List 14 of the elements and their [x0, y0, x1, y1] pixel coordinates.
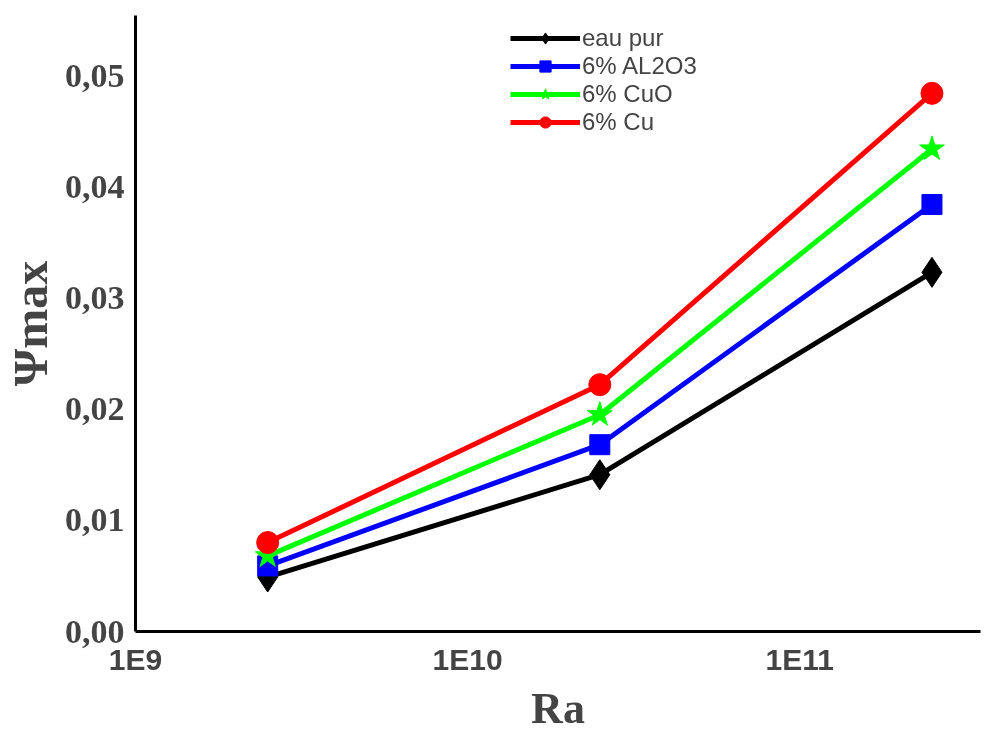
legend-label: 6% Cu	[582, 108, 655, 136]
y-tick-label: 0,05	[65, 56, 125, 94]
legend-label: 6% AL2O3	[582, 52, 697, 80]
x-tick-label: 1E10	[432, 642, 503, 676]
legend-label: 6% CuO	[582, 80, 673, 108]
y-tick-label: 0,01	[65, 501, 125, 539]
y-tick-label: 0,04	[65, 167, 125, 205]
y-tick-label: 0,02	[65, 390, 125, 428]
y-axis-title: Ψmax	[4, 260, 57, 387]
x-axis-title: Ra	[531, 683, 585, 733]
y-tick-label: 0,03	[65, 278, 125, 316]
point	[921, 194, 943, 216]
x-tick-label: 1E11	[765, 642, 835, 676]
legend-label: eau pur	[582, 24, 664, 52]
